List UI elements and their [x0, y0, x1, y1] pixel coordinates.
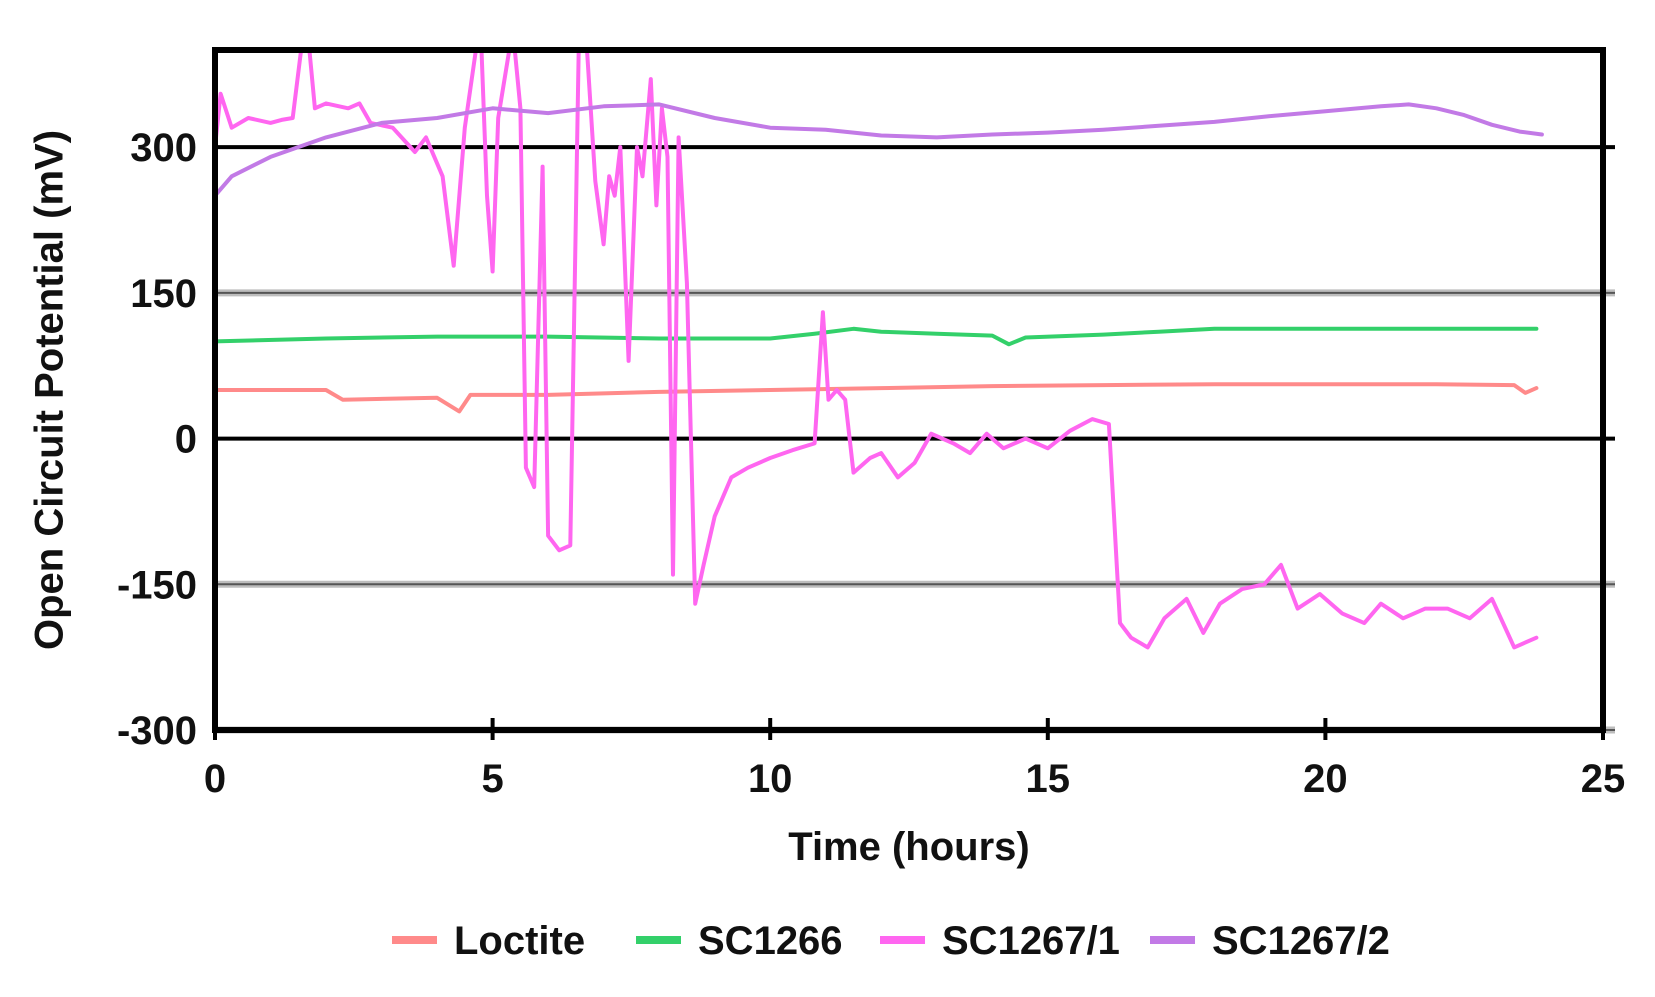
y-tick-labels: 300 150 0 -150 -300	[117, 126, 197, 753]
grid-lines	[215, 145, 1615, 734]
y-tick-label: -300	[117, 709, 197, 753]
series-line-sc1266	[215, 326, 1539, 347]
legend-label: SC1266	[698, 919, 843, 963]
legend-item: SC1266	[636, 919, 843, 963]
legend-label: Loctite	[454, 919, 585, 963]
x-tick-label: 15	[1026, 757, 1071, 801]
x-tick-label: 0	[204, 757, 226, 801]
legend-item: Loctite	[392, 919, 585, 963]
series-line-loctite	[215, 382, 1539, 414]
y-tick-label: 150	[130, 272, 197, 316]
y-axis-title: Open Circuit Potential (mV)	[28, 130, 72, 650]
legend-item: SC1267/2	[1150, 919, 1390, 963]
y-tick-label: -150	[117, 563, 197, 607]
y-tick-label: 300	[130, 126, 197, 170]
legend: Loctite SC1266 SC1267/1 SC1267/2	[392, 919, 1390, 963]
legend-item: SC1267/1	[880, 919, 1120, 963]
series-lines	[215, 50, 1544, 650]
legend-label: SC1267/1	[942, 919, 1120, 963]
series-line-sc1267-2	[215, 102, 1544, 198]
series-line-sc1267-1	[215, 50, 1539, 650]
x-tick-labels: 0 5 10 15 20 25	[204, 718, 1625, 801]
x-tick-label: 25	[1581, 757, 1626, 801]
x-tick-label: 5	[481, 757, 503, 801]
plot-frame	[212, 47, 1606, 733]
y-tick-label: 0	[175, 418, 197, 462]
x-tick-label: 10	[748, 757, 793, 801]
legend-label: SC1267/2	[1212, 919, 1390, 963]
x-tick-label: 20	[1303, 757, 1348, 801]
x-axis-title: Time (hours)	[788, 825, 1030, 869]
